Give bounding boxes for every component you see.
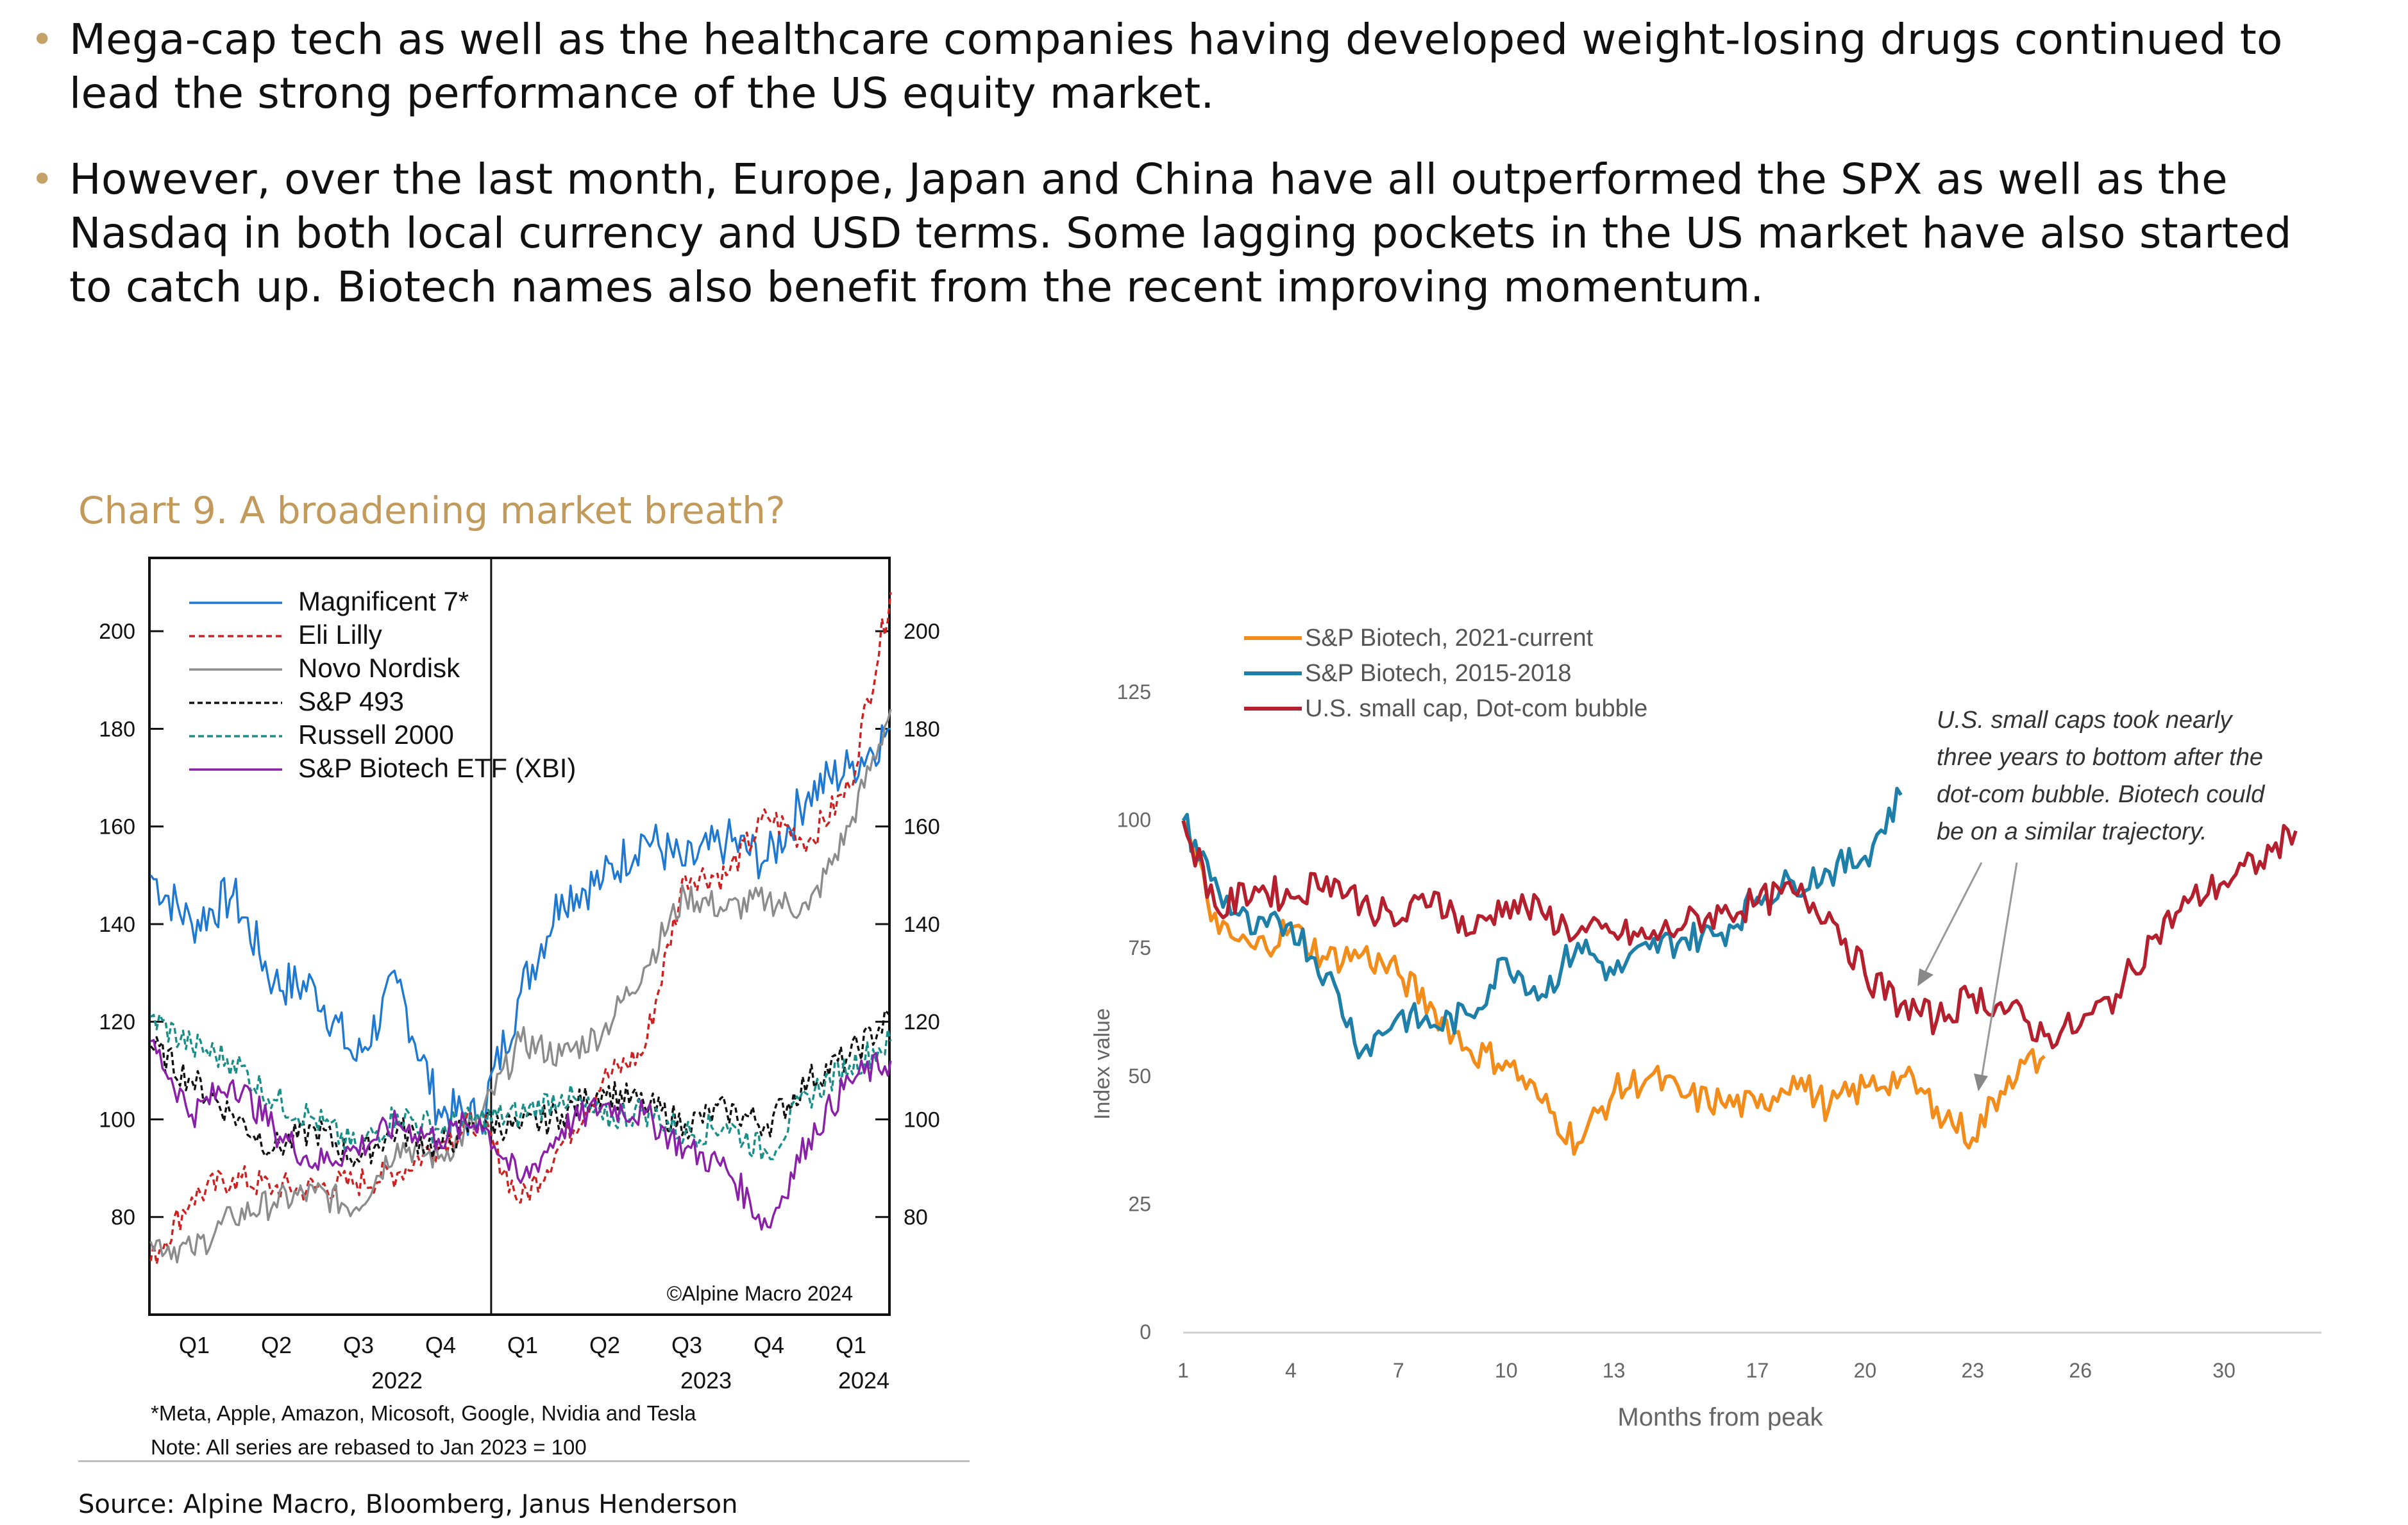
annotation-text: three years to bottom after the <box>1937 744 2263 771</box>
annotation-text: dot-com bubble. Biotech could <box>1937 781 2266 808</box>
right-chart: 0 25 50 75 100 125 1 4 7 10 13 17 20 23 26 30 Months fro… <box>1090 625 2321 1430</box>
y-tick-label: 25 <box>1128 1192 1151 1215</box>
plot-frame <box>148 557 891 1316</box>
x-tick-label: 30 <box>2212 1359 2235 1382</box>
x-tick-label: Q4 <box>425 1332 456 1358</box>
legend-label: S&P Biotech ETF (XBI) <box>298 753 576 783</box>
footnote-label: *Meta, Apple, Amazon, Micosoft, Google, … <box>151 1401 696 1425</box>
y-tick-label-right: 160 <box>904 815 940 839</box>
y-tick-label-left: 200 <box>99 619 135 644</box>
x-tick-label: Q2 <box>261 1332 292 1358</box>
bullet-dot-icon: • <box>31 17 54 62</box>
x-tick-label: Q1 <box>836 1332 866 1358</box>
x-tick-label: 20 <box>1854 1359 1877 1382</box>
series-line <box>1181 820 2298 1050</box>
y-tick-label-right: 120 <box>904 1010 940 1034</box>
y-tick-label-right: 140 <box>904 913 940 937</box>
annotation-arrow <box>1980 862 2018 1079</box>
series-line <box>149 724 891 1136</box>
x-tick-label: 23 <box>1961 1359 1984 1382</box>
legend-label: Russell 2000 <box>298 720 454 750</box>
legend-label: Magnificent 7* <box>298 586 469 616</box>
legend-label: Novo Nordisk <box>298 653 460 683</box>
y-tick-label-right: 100 <box>904 1108 940 1132</box>
y-axis-label: Index value <box>1090 1008 1115 1120</box>
x-tick-label: Q4 <box>754 1332 784 1358</box>
bullet-text: However, over the last month, Europe, Ja… <box>69 155 2292 312</box>
x-tick-label: Q1 <box>507 1332 538 1358</box>
legend-label: S&P 493 <box>298 686 404 716</box>
annotation-text: be on a similar trajectory. <box>1937 818 2207 845</box>
year-label: 2024 <box>838 1367 889 1394</box>
x-tick-label: Q1 <box>179 1332 210 1358</box>
bullet-item: • Mega-cap tech as well as the healthcar… <box>31 13 2314 121</box>
annotation-text: U.S. small caps took nearly <box>1937 707 2233 734</box>
y-tick-label: 125 <box>1117 680 1151 704</box>
divider <box>78 1460 970 1462</box>
annotation-arrow <box>1923 862 1983 975</box>
series-line <box>149 592 892 1266</box>
legend-label: U.S. small cap, Dot-com bubble <box>1305 695 1647 722</box>
copyright-label: ©Alpine Macro 2024 <box>667 1282 853 1305</box>
bullet-item: • However, over the last month, Europe, … <box>31 153 2314 314</box>
series-line <box>1181 820 2046 1156</box>
bullet-list: • Mega-cap tech as well as the healthcar… <box>31 13 2314 346</box>
series-line <box>1181 786 1903 1060</box>
year-label: 2022 <box>371 1367 423 1394</box>
x-tick-label: Q3 <box>671 1332 702 1358</box>
x-tick-label: 1 <box>1177 1359 1189 1382</box>
y-tick-label-left: 120 <box>99 1010 135 1034</box>
y-tick-label-right: 180 <box>904 717 940 741</box>
series-line <box>149 1009 892 1167</box>
source-note: Source: Alpine Macro, Bloomberg, Janus H… <box>78 1490 738 1519</box>
series-line <box>150 1039 892 1231</box>
legend-label: S&P Biotech, 2015-2018 <box>1305 660 1572 687</box>
bullet-dot-icon: • <box>31 157 54 202</box>
y-tick-label-left: 160 <box>99 815 135 839</box>
annotation-arrowhead <box>1974 1074 1988 1091</box>
y-tick-label-left: 180 <box>99 717 135 741</box>
y-tick-label: 100 <box>1117 809 1151 832</box>
series-line <box>149 709 892 1264</box>
bullet-text: Mega-cap tech as well as the healthcare … <box>69 15 2283 118</box>
x-tick-label: Q2 <box>589 1332 620 1358</box>
y-tick-label-left: 80 <box>111 1206 135 1230</box>
left-chart: 80 80 100 100 120 120 140 140 160 160 180 180 200 200… <box>99 557 940 1459</box>
y-tick-label-right: 80 <box>904 1206 928 1230</box>
series-line <box>150 1013 892 1161</box>
x-tick-label: 17 <box>1746 1359 1769 1382</box>
x-tick-label: 13 <box>1603 1359 1626 1382</box>
x-tick-label: 26 <box>2069 1359 2092 1382</box>
y-tick-label-right: 200 <box>904 619 940 644</box>
legend-label: S&P Biotech, 2021-current <box>1305 625 1594 652</box>
y-tick-label: 75 <box>1128 936 1151 959</box>
year-label: 2023 <box>680 1367 732 1394</box>
note-label: Note: All series are rebased to Jan 2023… <box>151 1435 587 1459</box>
y-tick-label: 0 <box>1140 1320 1151 1344</box>
x-axis-label: Months from peak <box>1617 1403 1823 1430</box>
y-tick-label-left: 100 <box>99 1108 135 1132</box>
x-tick-label: 4 <box>1285 1359 1297 1382</box>
x-tick-label: Q3 <box>343 1332 374 1358</box>
x-tick-label: 10 <box>1495 1359 1518 1382</box>
x-tick-label: 7 <box>1393 1359 1404 1382</box>
chart-title: Chart 9. A broadening market breath? <box>78 489 786 532</box>
y-tick-label: 50 <box>1128 1065 1151 1088</box>
y-tick-label-left: 140 <box>99 913 135 937</box>
annotation-arrowhead <box>1917 968 1933 986</box>
legend-label: Eli Lilly <box>298 619 382 650</box>
